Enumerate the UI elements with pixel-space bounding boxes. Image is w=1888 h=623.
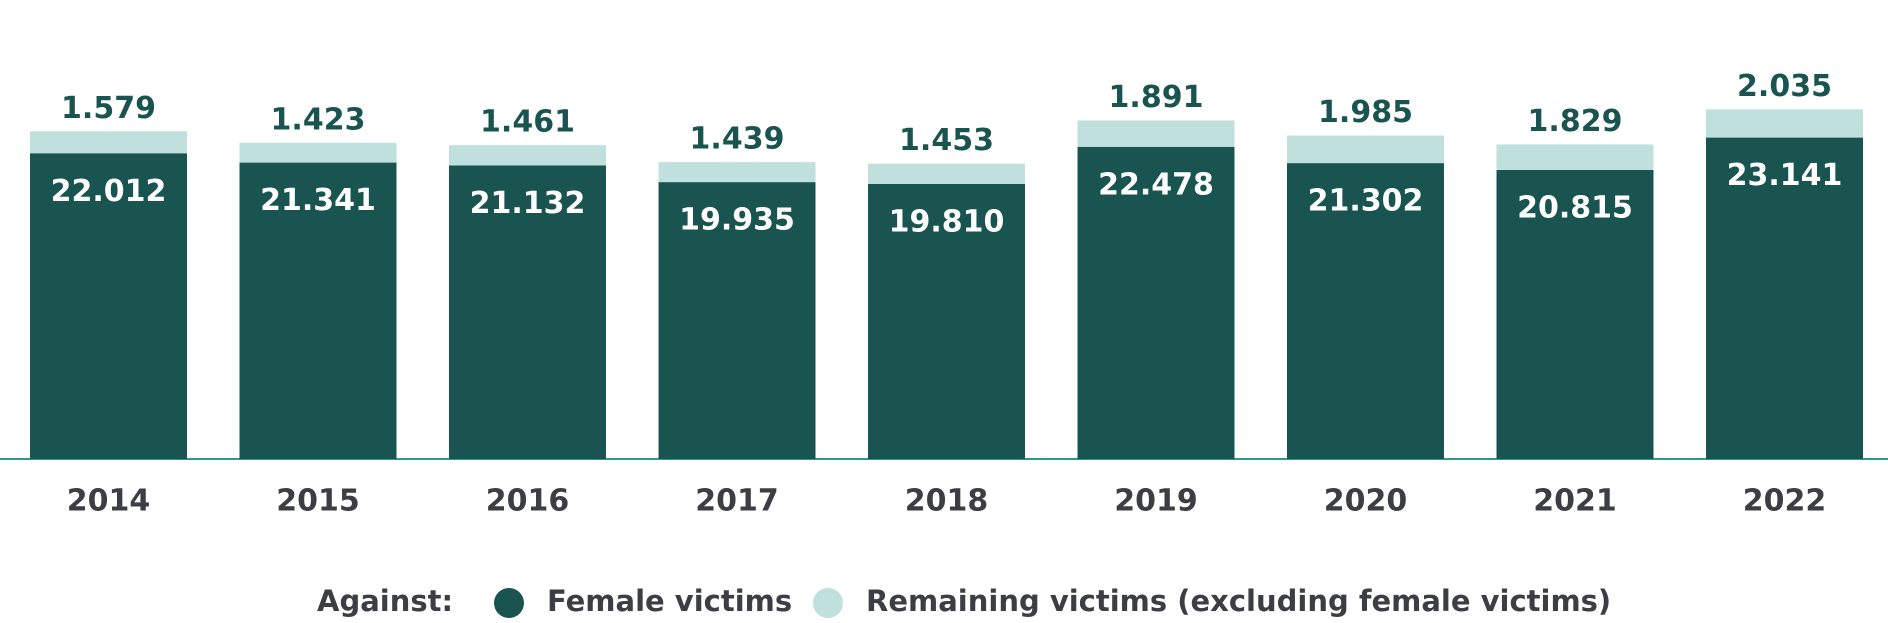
value-label: 22.012 (51, 174, 167, 209)
value-label: 2.035 (1737, 69, 1832, 104)
bar-segment (30, 153, 187, 459)
x-tick-label: 2015 (276, 484, 360, 519)
x-tick-label: 2018 (905, 484, 989, 519)
bar-segment (449, 145, 606, 166)
value-label: 20.815 (1517, 190, 1633, 225)
value-label: 1.423 (271, 102, 366, 137)
value-label: 21.132 (470, 186, 586, 221)
value-label: 23.141 (1727, 158, 1843, 193)
bar-segment (1706, 109, 1863, 138)
bar-segment (1077, 120, 1235, 147)
bar-segment (449, 165, 606, 460)
value-label: 19.935 (679, 203, 795, 238)
bar-segment (1287, 163, 1444, 459)
value-label: 1.891 (1109, 80, 1204, 115)
value-label: 21.341 (260, 183, 376, 218)
value-label: 22.478 (1098, 167, 1214, 202)
bar-segment (1496, 144, 1654, 170)
bar-segment (868, 163, 1025, 184)
bar-segment (1706, 137, 1863, 459)
bar-segment (658, 162, 816, 183)
x-tick-label: 2017 (695, 484, 779, 519)
bar-segment (30, 131, 187, 154)
value-label: 1.461 (480, 105, 575, 140)
legend-marker (813, 588, 843, 618)
value-label: 1.579 (61, 91, 156, 126)
bar-segment (239, 162, 397, 459)
legend-label: Remaining victims (excluding female vict… (866, 584, 1611, 618)
x-tick-label: 2021 (1533, 484, 1617, 519)
bar-segment (658, 182, 816, 459)
bar-segment (1287, 135, 1444, 164)
x-tick-label: 2016 (486, 484, 570, 519)
value-label: 1.439 (690, 122, 785, 157)
legend-label: Female victims (547, 584, 792, 618)
bar-segment (239, 142, 397, 163)
legend-title: Against: (317, 584, 453, 618)
bar-segment (1496, 169, 1654, 460)
value-label: 21.302 (1308, 184, 1424, 219)
value-label: 1.453 (899, 123, 994, 158)
value-label: 19.810 (889, 204, 1005, 239)
x-tick-label: 2014 (67, 484, 151, 519)
x-tick-label: 2022 (1743, 484, 1827, 519)
legend-marker (494, 588, 524, 618)
x-tick-label: 2020 (1324, 484, 1408, 519)
bar-segment (1077, 146, 1235, 459)
bar-segment (868, 183, 1025, 459)
value-label: 1.985 (1318, 95, 1413, 130)
x-tick-label: 2019 (1114, 484, 1198, 519)
value-label: 1.829 (1528, 104, 1623, 139)
